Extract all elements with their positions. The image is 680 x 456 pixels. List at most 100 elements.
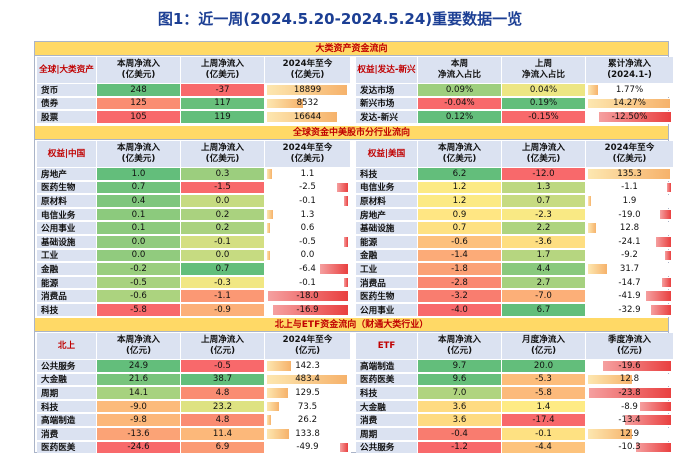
header-cell: 本周净流入 (亿美元) [418, 141, 502, 167]
value-cell: -9.8 [97, 414, 181, 426]
table-row: 金融 -1.4 1.7 -9.2 [356, 249, 674, 263]
value-cell: -0.3 [181, 276, 265, 289]
row-label: 电信业务 [37, 208, 97, 221]
row-label: 金融 [37, 263, 97, 275]
cell-text: 129.5 [295, 387, 320, 398]
row-label: 电信业务 [356, 181, 418, 194]
positive-bar [267, 250, 270, 261]
cell-text: 20.0 [533, 360, 554, 371]
row-label: 医药医美 [37, 441, 97, 454]
cell-text: 4.4 [536, 263, 551, 274]
value-cell: 6.9 [181, 441, 265, 454]
positive-bar [588, 223, 596, 233]
negative-bar [268, 291, 348, 301]
value-cell: 0.2 [181, 222, 265, 234]
row-label: 科技 [356, 168, 418, 180]
cell-text: 1.3 [300, 209, 315, 220]
cell-text: 21.6 [128, 374, 149, 385]
cell-text: 117 [214, 98, 231, 109]
value-cell: -37 [181, 84, 265, 96]
cell-text: -32.9 [618, 304, 641, 315]
value-cell: -0.5 [97, 276, 181, 289]
value-cell: 1.7 [502, 249, 586, 262]
cell-text: -9.2 [621, 250, 638, 261]
row-label: 公用事业 [37, 222, 97, 234]
cell-text: -5.8 [535, 387, 552, 398]
value-cell: -0.9 [181, 304, 265, 316]
cell-text: 货币 [41, 85, 59, 96]
cell-text: 发达市场 [360, 85, 395, 96]
value-cell: 4.4 [502, 263, 586, 275]
table-row: 原材料 0.4 0.0 -0.1 [37, 195, 351, 208]
table-row: 大金融 21.6 38.7 483.4 [37, 373, 351, 387]
cell-text: 0.2 [215, 209, 230, 220]
data-panel: 大类资产资金流向 全球|大类资产 本周净流入 (亿美元) 上周净流入 (亿美元) 202… [34, 41, 674, 455]
value-cell: 2.7 [502, 276, 586, 289]
negative-bar [662, 277, 671, 288]
value-cell: 12.8 [586, 373, 674, 386]
row-label: 大金融 [356, 400, 418, 413]
value-cell: -0.1 [502, 428, 586, 440]
header-cell: 本周净流入 (亿元) [418, 333, 502, 359]
cell-text: 新兴市场 [360, 99, 395, 110]
table-row: 工业 -1.8 4.4 31.7 [356, 263, 674, 276]
cell-text: 医药医美 [360, 375, 395, 386]
cell-text: -2.8 [451, 277, 468, 288]
cell-text: 105 [130, 111, 147, 122]
row-label: 原材料 [356, 195, 418, 207]
cell-text: 73.5 [297, 401, 318, 412]
cell-text: -14.7 [618, 277, 641, 288]
table-row: 货币 248 -37 18899 [37, 84, 351, 97]
cell-text: 3.6 [452, 401, 467, 412]
value-cell: -5.3 [502, 373, 586, 386]
cell-text: 135.3 [617, 168, 642, 179]
value-cell: -10.3 [586, 441, 674, 454]
value-cell: 4.8 [181, 387, 265, 399]
cell-text: 0.2 [215, 223, 230, 234]
value-cell: 0.6 [265, 222, 351, 234]
table-row: 医药生物 -3.2 -7.0 -41.9 [356, 290, 674, 303]
value-cell: -1.1 [586, 181, 674, 194]
value-cell: 6.7 [502, 304, 586, 316]
value-cell: 0.0 [265, 249, 351, 262]
cell-text: 高端制造 [360, 361, 395, 372]
cell-text: -49.9 [296, 442, 319, 453]
value-cell: -1.1 [181, 290, 265, 302]
cell-text: -16.9 [296, 304, 319, 315]
negative-bar [339, 442, 348, 453]
cell-text: -1.4 [451, 250, 468, 261]
row-label: 工业 [356, 263, 418, 275]
value-cell: -23.8 [586, 387, 674, 399]
cell-text: 0.1 [131, 223, 146, 234]
cell-text: -0.1 [299, 195, 316, 206]
value-cell: 0.12% [418, 111, 502, 123]
header-cell: 2024年至今 (亿美元) [586, 141, 674, 167]
cell-text: 1.3 [536, 182, 551, 193]
cell-text: 119 [214, 111, 231, 122]
table-row: 科技 7.0 -5.8 -23.8 [356, 387, 674, 400]
value-cell: -19.6 [586, 360, 674, 372]
header-cell: 北上 [37, 333, 97, 359]
table-row: 消费品 -0.6 -1.1 -18.0 [37, 290, 351, 303]
value-cell: -18.0 [265, 290, 351, 302]
cell-text: -37 [215, 84, 230, 95]
table-row: 高端制造 9.7 20.0 -19.6 [356, 360, 674, 373]
cell-text: 142.3 [295, 360, 320, 371]
value-cell: -13.6 [97, 428, 181, 440]
positive-bar [267, 112, 338, 122]
value-cell: 3.6 [418, 414, 502, 426]
value-cell: -24.6 [97, 441, 181, 454]
cell-text: -2.5 [299, 182, 316, 193]
negative-bar [589, 388, 671, 398]
positive-bar [267, 415, 272, 425]
cell-text: 12.9 [619, 428, 640, 439]
row-label: 金融 [356, 249, 418, 262]
value-cell: -2.8 [418, 276, 502, 289]
value-cell: -0.6 [418, 236, 502, 248]
cell-text: -1.1 [621, 182, 638, 193]
positive-bar [267, 169, 272, 179]
value-cell: -0.04% [418, 97, 502, 110]
value-cell: -2.3 [502, 208, 586, 221]
positive-bar [588, 264, 608, 274]
row-label: 大金融 [37, 373, 97, 386]
